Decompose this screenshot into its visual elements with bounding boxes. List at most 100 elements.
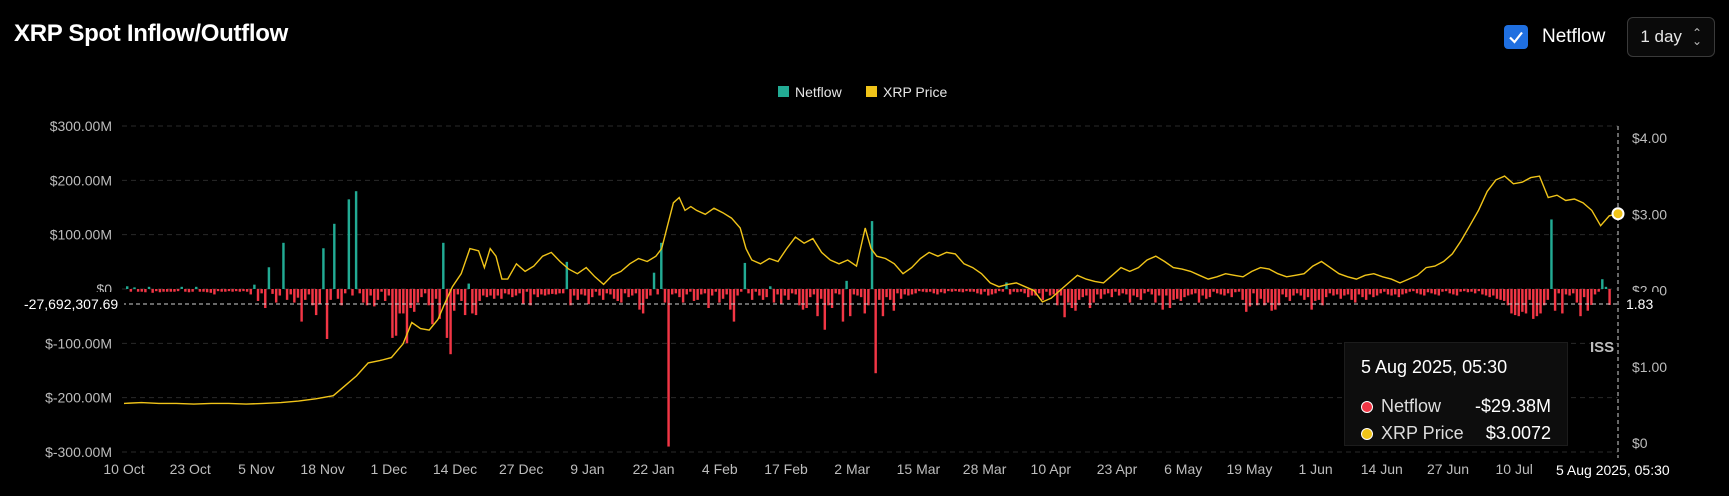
netflow-bar	[416, 289, 420, 303]
netflow-bar	[343, 289, 347, 294]
netflow-bar	[1477, 289, 1481, 292]
netflow-bar	[965, 289, 968, 292]
y-axis-right: $4.00$3.00$2.00$1.00$0	[1632, 130, 1667, 451]
netflow-bar	[1383, 289, 1386, 292]
netflow-bar	[1590, 289, 1593, 305]
netflow-bar	[896, 289, 899, 294]
netflow-bar	[1401, 289, 1404, 295]
netflow-bar	[394, 289, 398, 336]
netflow-bar	[718, 289, 721, 303]
netflow-bar	[1426, 289, 1430, 293]
netflow-bar	[213, 289, 216, 295]
netflow-bar	[1005, 282, 1008, 289]
netflow-bar	[1081, 289, 1084, 298]
netflow-bar	[1150, 289, 1154, 295]
netflow-bar	[1172, 289, 1175, 300]
netflow-bar	[1473, 289, 1477, 294]
netflow-bar	[1506, 289, 1510, 306]
netflow-bar	[547, 289, 550, 295]
netflow-bar	[888, 289, 892, 300]
netflow-bar	[1099, 289, 1103, 299]
netflow-bar	[551, 289, 554, 294]
y-right-tick-label: $0	[1632, 435, 1648, 451]
y-left-tick-label: $200.00M	[50, 172, 112, 188]
netflow-bar	[1230, 289, 1233, 298]
netflow-bar	[431, 289, 434, 325]
netflow-bar	[961, 289, 965, 293]
netflow-bar	[685, 289, 688, 295]
netflow-bar	[696, 289, 699, 300]
interval-select[interactable]: 1 day ⌃ ⌄	[1627, 17, 1715, 57]
legend-label: XRP Price	[883, 84, 948, 100]
netflow-bar	[1092, 289, 1095, 303]
netflow-bar	[136, 289, 140, 292]
netflow-bar	[1597, 289, 1600, 292]
netflow-bar	[1542, 289, 1546, 306]
netflow-bar	[147, 286, 151, 289]
netflow-bar	[176, 289, 180, 292]
netflow-bar	[140, 289, 143, 292]
netflow-bar	[667, 289, 670, 447]
netflow-bar	[1201, 289, 1204, 296]
netflow-bar	[525, 289, 529, 292]
netflow-bar	[518, 289, 521, 294]
netflow-bar	[569, 289, 572, 306]
netflow-bar	[1455, 289, 1459, 296]
netflow-bar	[649, 289, 652, 296]
x-tick-label: 14 Dec	[433, 461, 477, 477]
chevron-up-down-icon: ⌃ ⌄	[1691, 26, 1702, 48]
watermark-text: ISS	[1590, 339, 1614, 356]
x-tick-label: 27 Dec	[499, 461, 543, 477]
netflow-bar	[1361, 289, 1364, 298]
netflow-bar	[293, 289, 296, 303]
netflow-bar	[834, 289, 837, 294]
netflow-bar	[1070, 289, 1074, 309]
netflow-bar	[169, 289, 173, 292]
netflow-bar	[674, 289, 678, 294]
legend-swatch	[778, 86, 789, 97]
netflow-bar	[1234, 289, 1237, 293]
netflow-bar	[601, 289, 605, 300]
netflow-bar	[1208, 289, 1212, 298]
netflow-checkbox-label[interactable]: Netflow	[1541, 26, 1606, 47]
netflow-bar	[627, 289, 630, 298]
netflow-bar	[191, 289, 194, 292]
netflow-bar	[1484, 289, 1488, 296]
netflow-bar	[165, 289, 169, 292]
netflow-bar	[692, 289, 696, 301]
netflow-bar	[1350, 289, 1353, 300]
netflow-bar	[976, 289, 979, 294]
netflow-bar	[231, 289, 234, 292]
x-tick-label: 1 Dec	[371, 461, 408, 477]
price-dot-icon	[1361, 427, 1373, 440]
netflow-bar	[449, 289, 452, 355]
netflow-bar	[1019, 289, 1023, 292]
netflow-bar	[380, 289, 383, 292]
netflow-bar	[859, 289, 863, 298]
netflow-bar	[587, 289, 590, 305]
netflow-bar	[841, 289, 845, 322]
netflow-checkbox[interactable]	[1503, 25, 1528, 49]
netflow-bar	[227, 289, 231, 292]
netflow-bar	[1139, 289, 1143, 300]
netflow-bar	[776, 289, 779, 295]
x-tick-label: 18 Nov	[300, 461, 344, 477]
x-tick-label: 19 May	[1226, 461, 1272, 477]
netflow-bar	[1197, 289, 1201, 303]
netflow-bar	[1077, 289, 1081, 300]
netflow-bar	[162, 289, 165, 292]
netflow-bar	[870, 221, 874, 289]
netflow-bar	[1535, 289, 1539, 317]
tooltip: 5 Aug 2025, 05:30 Netflow -$29.38M XRP P…	[1344, 342, 1568, 446]
netflow-bar	[467, 283, 470, 289]
netflow-bar	[1444, 289, 1448, 292]
x-tick-label: 27 Jun	[1427, 461, 1469, 477]
netflow-bar	[652, 272, 656, 289]
netflow-bar	[478, 289, 481, 301]
netflow-bar	[1604, 286, 1608, 289]
netflow-bar	[202, 289, 205, 292]
netflow-bar	[307, 289, 311, 295]
netflow-bar	[427, 289, 430, 306]
netflow-bar	[678, 289, 681, 298]
